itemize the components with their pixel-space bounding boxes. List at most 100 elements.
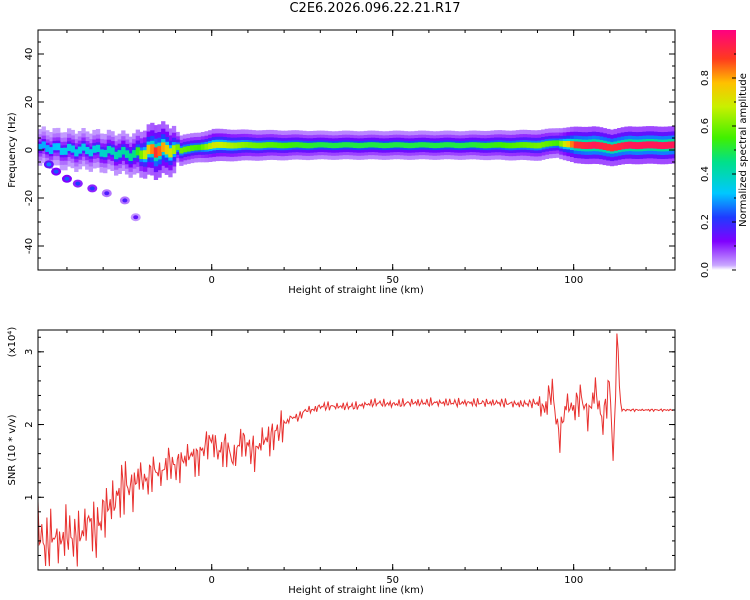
heatmap-cell — [421, 142, 426, 148]
heatmap-cell — [345, 142, 350, 148]
heatmap-cell — [331, 142, 336, 149]
heatmap-cell — [609, 144, 615, 152]
heatmap-cell — [515, 142, 521, 148]
heatmap-cell — [251, 142, 256, 149]
heatmap-blob — [46, 162, 52, 167]
heatmap-cell — [646, 141, 651, 149]
heatmap-cell — [443, 142, 448, 148]
heatmap-cell — [367, 142, 372, 148]
heatmap-cell — [316, 142, 321, 148]
heatmap-cell — [247, 142, 253, 148]
heatmap-cell — [128, 153, 133, 161]
heatmap-cell — [595, 141, 600, 149]
heatmap-cell — [59, 147, 64, 155]
heatmap-cell — [541, 141, 546, 148]
heatmap-cell — [588, 141, 593, 149]
heatmap-cell — [352, 142, 358, 148]
heatmap-cell — [457, 142, 463, 149]
x-tick-label: 50 — [386, 275, 399, 286]
snr-xlabel: Height of straight line (km) — [288, 585, 424, 596]
heatmap-cell — [378, 142, 383, 148]
heatmap-cell — [407, 142, 412, 149]
heatmap-cell — [276, 142, 282, 149]
y-tick-label: 0 — [24, 147, 35, 153]
heatmap-cell — [179, 147, 184, 154]
heatmap-cell — [649, 141, 654, 149]
heatmap-cell — [273, 142, 278, 148]
heatmap-cell — [287, 142, 292, 148]
heatmap-cell — [562, 141, 568, 147]
heatmap-cell — [533, 142, 539, 149]
heatmap-blob — [64, 176, 70, 181]
spectrogram-xlabel: Height of straight line (km) — [288, 285, 424, 296]
heatmap-cell — [193, 144, 198, 151]
heatmap-cell — [266, 142, 271, 148]
heatmap-cell — [99, 149, 104, 157]
heatmap-cell — [475, 142, 481, 148]
heatmap-cell — [642, 141, 647, 149]
heatmap-cell — [284, 142, 289, 149]
heatmap-cell — [591, 141, 597, 149]
heatmap-cell — [425, 142, 430, 148]
heatmap-cell — [371, 142, 376, 148]
heatmap-cell — [465, 142, 470, 148]
heatmap-cell — [92, 145, 97, 153]
heatmap-cell — [124, 150, 130, 158]
snr-scale-label: (x10⁴) — [7, 327, 18, 358]
y-tick-label: -20 — [24, 190, 35, 206]
heatmap-cell — [157, 146, 162, 156]
heatmap-cell — [164, 145, 169, 155]
heatmap-cell — [606, 143, 611, 151]
heatmap-cell — [414, 142, 419, 148]
heatmap-cell — [52, 143, 57, 151]
heatmap-cell — [486, 142, 492, 149]
heatmap-cell — [613, 143, 618, 151]
heatmap-cell — [298, 142, 303, 148]
heatmap-cell — [396, 142, 401, 148]
heatmap-cell — [566, 141, 571, 148]
heatmap-blob — [104, 191, 110, 196]
heatmap-cell — [139, 150, 144, 159]
heatmap-cell — [544, 141, 549, 147]
heatmap-cell — [143, 150, 148, 160]
snr-frame — [37, 329, 676, 571]
heatmap-cell — [342, 142, 347, 148]
heatmap-cell — [309, 142, 314, 149]
snr-plot — [38, 333, 675, 567]
heatmap-cell — [374, 142, 379, 148]
heatmap-cell — [664, 141, 669, 149]
heatmap-cell — [150, 144, 155, 154]
heatmap-cell — [617, 143, 622, 150]
heatmap-cell — [349, 142, 354, 148]
heatmap-cell — [454, 142, 459, 149]
heatmap-cell — [570, 141, 575, 148]
heatmap-cell — [302, 142, 307, 149]
heatmap-cell — [436, 142, 441, 149]
heatmap-cell — [67, 143, 72, 151]
heatmap-cell — [45, 145, 50, 152]
heatmap-blob — [75, 181, 81, 186]
heatmap-cell — [323, 142, 329, 148]
heatmap-cell — [81, 143, 86, 151]
heatmap-cell — [77, 146, 83, 154]
heatmap-cell — [504, 142, 510, 149]
heatmap-cell — [186, 146, 191, 152]
heatmap-cell — [432, 142, 437, 149]
heatmap-cell — [41, 141, 46, 149]
heatmap-cell — [338, 142, 343, 148]
heatmap-cell — [200, 144, 206, 150]
colorbar-tick-label: 0.4 — [700, 166, 711, 182]
heatmap-cell — [635, 142, 640, 150]
heatmap-cell — [95, 144, 101, 152]
x-tick-label: 50 — [386, 575, 399, 586]
heatmap-cell — [153, 147, 159, 158]
heatmap-cell — [638, 141, 644, 149]
x-tick-label: 100 — [564, 275, 583, 286]
heatmap-cell — [70, 145, 75, 153]
y-tick-label: 3 — [24, 349, 35, 355]
heatmap-blob — [133, 215, 139, 220]
heatmap-cell — [624, 141, 629, 149]
heatmap-cell — [146, 144, 151, 155]
snr-ylabel: SNR (10 * v/v) — [7, 414, 18, 485]
